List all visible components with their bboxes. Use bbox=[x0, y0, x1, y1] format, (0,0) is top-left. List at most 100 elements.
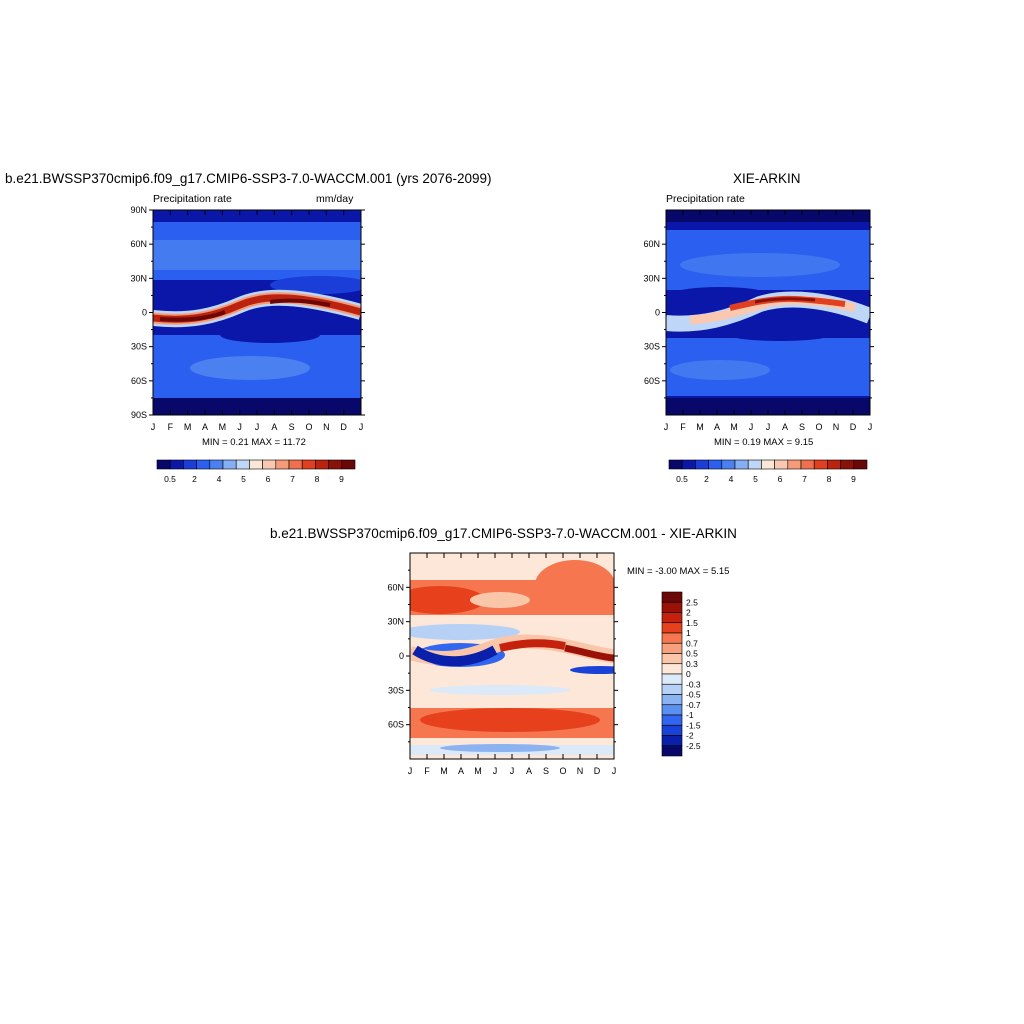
panel2-colorbar-box bbox=[681, 459, 696, 470]
panel1-y-tick-label: 90N bbox=[130, 205, 147, 215]
panel1-colorbar-label: 6 bbox=[266, 474, 271, 484]
panel1-min-max: MIN = 0.21 MAX = 11.72 bbox=[202, 437, 306, 448]
panel3-colorbar-box bbox=[661, 735, 683, 747]
panel1-y-tick-label: 30S bbox=[131, 342, 147, 352]
panel1-colorbar-box bbox=[156, 459, 171, 470]
panel2-colorbar-label: 4 bbox=[729, 474, 734, 484]
panel2-x-tick-label: J bbox=[664, 422, 669, 432]
panel1-x-tick-label: J bbox=[237, 422, 242, 432]
panel2-colorbar-box bbox=[708, 459, 723, 470]
panel2-y-tick-label: 30S bbox=[644, 342, 660, 352]
panel2-colorbar-label: 7 bbox=[802, 474, 807, 484]
panel2-colorbar-box bbox=[734, 459, 749, 470]
panel1-colorbar-box bbox=[222, 459, 237, 470]
panel1-colorbar-box bbox=[169, 459, 184, 470]
panel2-x-tick-label: D bbox=[850, 422, 857, 432]
panel3-y-tick-label: 30S bbox=[388, 685, 404, 695]
panel3-colorbar-label: 0.3 bbox=[686, 659, 698, 669]
panel3-colorbar-box bbox=[661, 653, 683, 665]
panel2-colorbar-label: 9 bbox=[851, 474, 856, 484]
panel1-colorbar-box bbox=[288, 459, 303, 470]
panel2-min-max: MIN = 0.19 MAX = 9.15 bbox=[714, 437, 814, 448]
panel2-x-tick-label: J bbox=[749, 422, 754, 432]
panel2-colorbar-box bbox=[774, 459, 789, 470]
panel3-colorbar-box bbox=[661, 683, 683, 695]
panel1-x-tick-label: S bbox=[289, 422, 295, 432]
panel2-y-tick-label: 60S bbox=[644, 376, 660, 386]
panel3-colorbar-label: -0.3 bbox=[686, 679, 701, 689]
panel3-x-tick-label: A bbox=[526, 766, 532, 776]
panel2-x-tick-label: S bbox=[799, 422, 805, 432]
panel1-colorbar-box bbox=[301, 459, 316, 470]
panel1-x-tick-label: J bbox=[359, 422, 364, 432]
panel3-colorbar-label: 1.5 bbox=[686, 618, 698, 628]
panel1-x-tick-label: N bbox=[323, 422, 330, 432]
panel1-colorbar-box bbox=[262, 459, 277, 470]
panel1-colorbar-box bbox=[249, 459, 263, 470]
panel2-x-tick-label: M bbox=[730, 422, 738, 432]
panel3-x-tick-label: D bbox=[594, 766, 601, 776]
panel1-field bbox=[153, 210, 361, 415]
panel1-x-tick-label: F bbox=[168, 422, 174, 432]
panel2-y-tick-label: 0 bbox=[655, 308, 660, 318]
panel3-colorbar-label: -2.5 bbox=[686, 741, 701, 751]
panel1-y-tick-label: 60S bbox=[131, 376, 147, 386]
panel2-y-tick-label: 60N bbox=[643, 239, 660, 249]
panel2-colorbar-label: 2 bbox=[704, 474, 709, 484]
panel1-x-tick-label: A bbox=[271, 422, 277, 432]
panel2-x-tick-label: M bbox=[696, 422, 704, 432]
panel2-colorbar-box bbox=[813, 459, 828, 470]
panel3-colorbar-label: 2 bbox=[686, 608, 691, 618]
panel3-x-tick-label: S bbox=[543, 766, 549, 776]
panel2-colorbar-box bbox=[668, 459, 683, 470]
panel3-title: b.e21.BWSSP370cmip6.f09_g17.CMIP6-SSP3-7… bbox=[270, 526, 737, 541]
panel3-colorbar-box bbox=[661, 612, 683, 624]
panel3-colorbar-box bbox=[661, 601, 683, 613]
panel2-colorbar-box bbox=[747, 459, 762, 470]
panel3-x-tick-label: J bbox=[408, 766, 413, 776]
panel2-x-tick-label: J bbox=[766, 422, 771, 432]
panel3-colorbar-label: -0.7 bbox=[686, 700, 701, 710]
panel1-colorbar-box bbox=[328, 459, 343, 470]
panel2-colorbar-label: 5 bbox=[753, 474, 758, 484]
panel3-x-tick-label: M bbox=[440, 766, 448, 776]
panel1-colorbar-box bbox=[183, 459, 197, 470]
panel2-colorbar-box bbox=[761, 459, 775, 470]
panel3-colorbar-box bbox=[661, 694, 683, 706]
panel3-x-tick-label: J bbox=[493, 766, 498, 776]
panel3-colorbar-box bbox=[661, 591, 683, 603]
panel2-title: XIE-ARKIN bbox=[733, 171, 801, 186]
panel3-colorbar-box bbox=[661, 714, 683, 726]
panel3-colorbar-label: 1 bbox=[686, 628, 691, 638]
panel3-colorbar-label: 0 bbox=[686, 669, 691, 679]
panel2-colorbar-box bbox=[840, 459, 855, 470]
panel3-x-tick-label: A bbox=[458, 766, 464, 776]
panel3-colorbar-label: -1 bbox=[686, 710, 694, 720]
panel3-colorbar-label: 0.7 bbox=[686, 638, 698, 648]
panel2-y-tick-label: 30N bbox=[643, 273, 660, 283]
panel3-y-tick-label: 60S bbox=[388, 720, 404, 730]
panel2-colorbar-box bbox=[827, 459, 841, 470]
panel3-x-tick-label: M bbox=[474, 766, 482, 776]
panel1-colorbar-box bbox=[275, 459, 290, 470]
panel1-y-tick-label: 30N bbox=[130, 273, 147, 283]
panel3-colorbar-box bbox=[661, 704, 683, 716]
panel3-colorbar-box bbox=[661, 622, 683, 634]
panel1-x-tick-label: A bbox=[202, 422, 208, 432]
panel2-colorbar-label: 0.5 bbox=[676, 474, 688, 484]
panel1-x-tick-label: D bbox=[340, 422, 347, 432]
panel1-colorbar-label: 9 bbox=[339, 474, 344, 484]
panel3-y-tick-label: 30N bbox=[387, 617, 404, 627]
panel3-field bbox=[410, 553, 614, 759]
panel3-colorbar-label: 0.5 bbox=[686, 649, 698, 659]
panel1-x-tick-label: J bbox=[151, 422, 156, 432]
panel1-colorbar-box bbox=[196, 459, 211, 470]
panel3-y-tick-label: 60N bbox=[387, 582, 404, 592]
panel1-colorbar-label: 7 bbox=[290, 474, 295, 484]
panel3-x-tick-label: N bbox=[577, 766, 584, 776]
panel1-x-tick-label: M bbox=[219, 422, 227, 432]
panel1-colorbar-box bbox=[315, 459, 329, 470]
panel2-colorbar-label: 8 bbox=[827, 474, 832, 484]
panel2-left-label: Precipitation rate bbox=[666, 193, 745, 205]
